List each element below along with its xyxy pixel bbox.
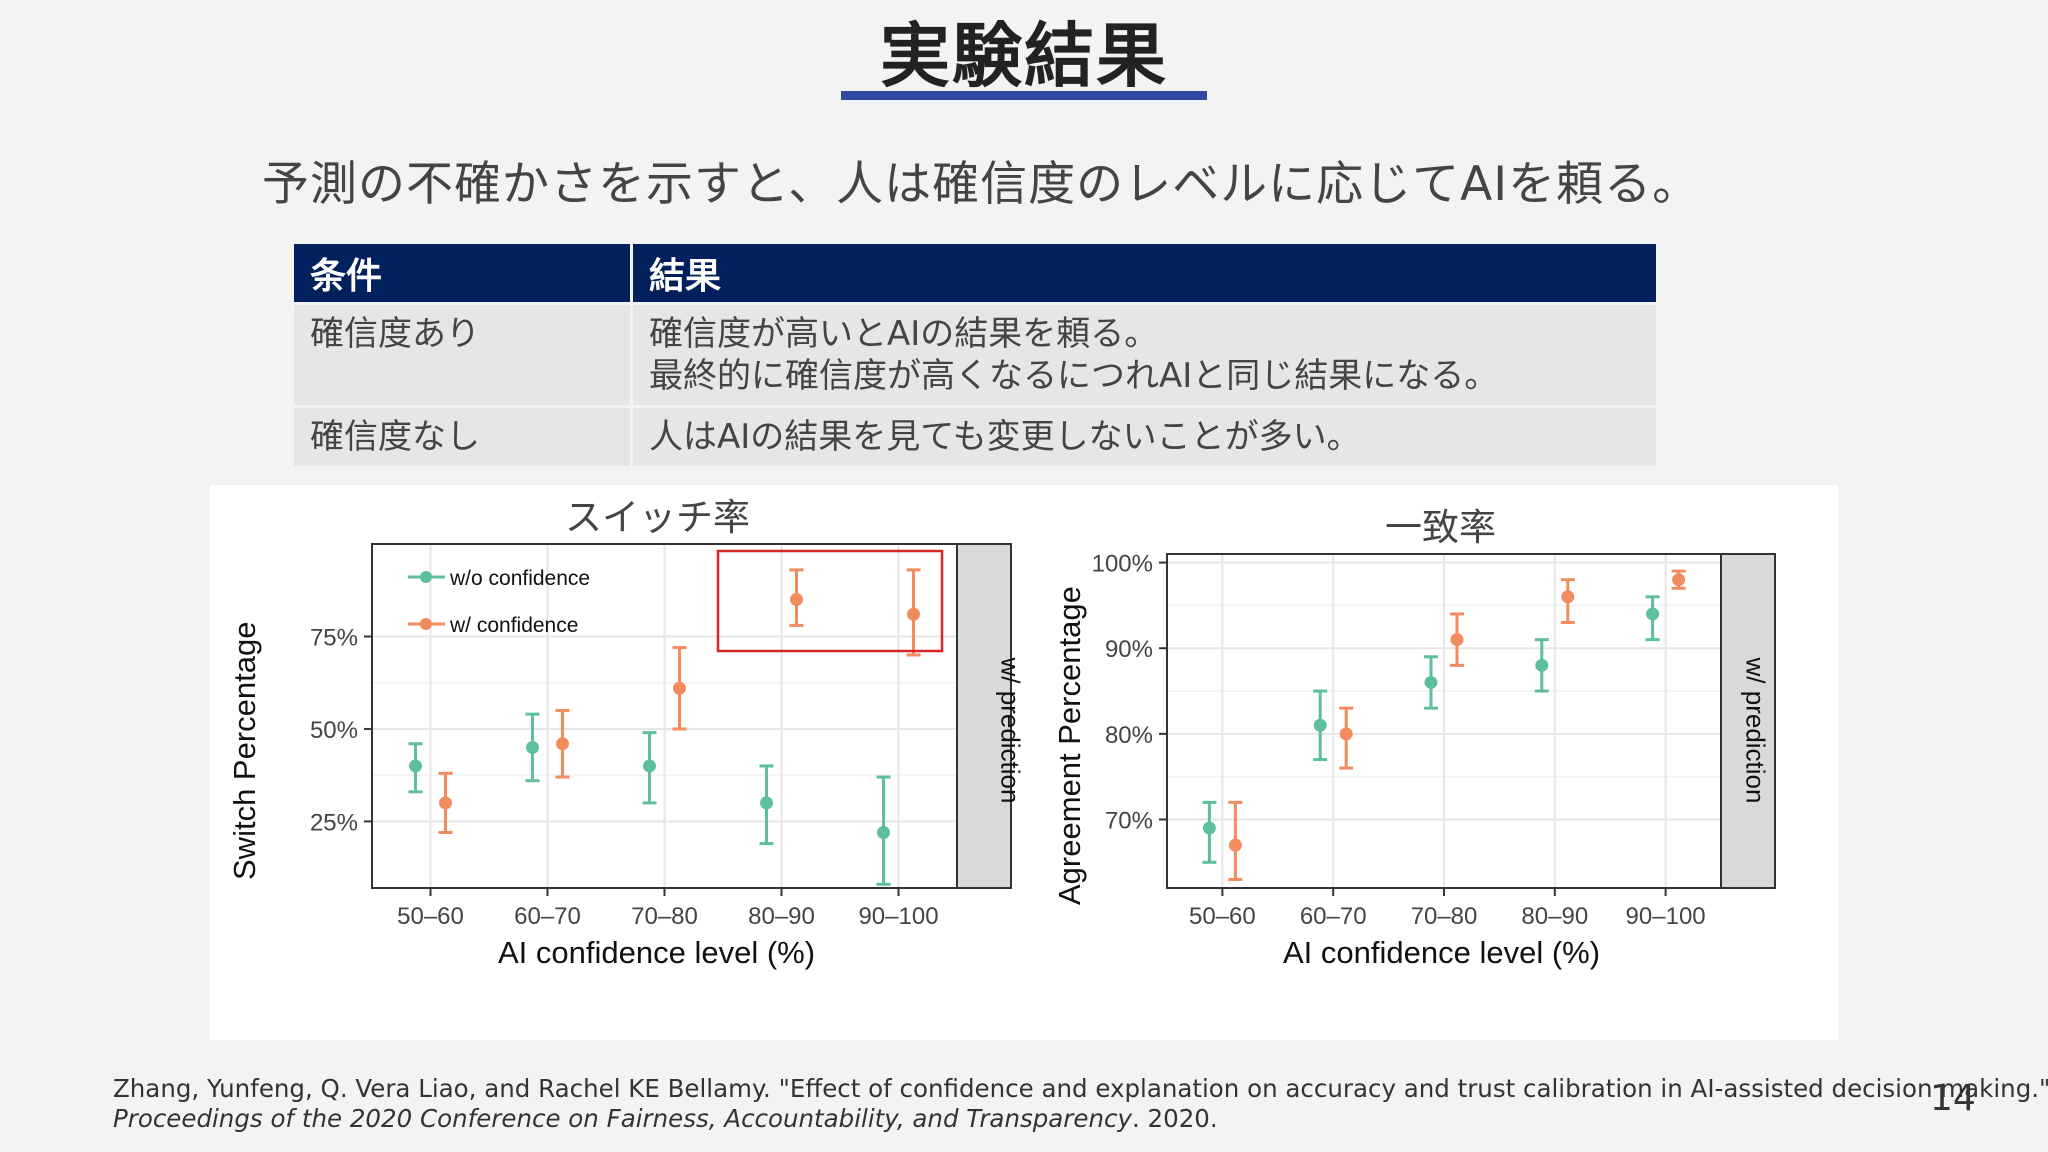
table-cell-result: 人はAIの結果を見ても変更しないことが多い。 <box>631 405 1659 466</box>
chart-switch: 25% 50% 75% 50–60 60–70 70–80 80–90 90–100 w/o c… <box>310 543 1012 930</box>
data-point <box>1450 633 1464 647</box>
highlight-box <box>716 549 944 653</box>
x-tick-label: 60–70 <box>1300 903 1367 930</box>
y-tick-label: 75% <box>310 624 358 651</box>
facet-strip <box>1720 553 1776 889</box>
data-point <box>1313 718 1327 732</box>
data-point <box>1646 607 1660 621</box>
x-tick-label: 90–100 <box>858 903 938 930</box>
citation-year: . 2020. <box>1131 1104 1218 1133</box>
data-point <box>526 740 539 754</box>
data-point <box>907 607 920 621</box>
table-header-condition: 条件 <box>294 244 633 304</box>
x-tick-label: 60–70 <box>514 903 581 930</box>
data-point <box>790 592 803 606</box>
x-tick-label: 70–80 <box>631 903 698 930</box>
citation-venue: Proceedings of the 2020 Conference on Fa… <box>113 1104 1132 1133</box>
x-tick-label: 80–90 <box>748 903 815 930</box>
data-point <box>556 737 569 751</box>
data-point <box>877 826 890 840</box>
data-point <box>673 681 686 695</box>
y-tick-label: 100% <box>1092 551 1153 578</box>
slide-title: 実験結果 <box>880 15 1168 97</box>
data-point <box>1339 727 1353 741</box>
legend-label: w/ confidence <box>449 614 578 637</box>
data-point <box>1228 838 1242 852</box>
data-point <box>409 759 422 773</box>
y-tick-label: 25% <box>310 809 358 836</box>
y-tick-label: 70% <box>1105 807 1153 834</box>
figure-panel: 25% 50% 75% 50–60 60–70 70–80 80–90 90–100 w/o c… <box>210 485 1838 1040</box>
legend-label: w/o confidence <box>449 567 590 590</box>
x-tick-label: 50–60 <box>397 903 464 930</box>
chart-agreement: 70% 80% 90% 100% 50–60 60–70 70–80 80–90 90–100 <box>1092 551 1776 930</box>
x-tick-label: 80–90 <box>1521 903 1588 930</box>
y-tick-label: 50% <box>310 717 358 744</box>
facet-strip-label-agreement: w/ prediction <box>1740 657 1771 804</box>
data-point <box>1672 573 1686 587</box>
x-tick-label: 50–60 <box>1189 903 1256 930</box>
result-line: 確信度が高いとAIの結果を頼る。 <box>649 314 1159 354</box>
plot-frame <box>371 543 958 889</box>
data-point <box>1202 821 1216 835</box>
y-tick-label: 80% <box>1105 722 1153 749</box>
result-line: 最終的に確信度が高くなるにつれAIと同じ結果になる。 <box>649 356 1499 396</box>
table-cell-result: 確信度が高いとAIの結果を頼る。 最終的に確信度が高くなるにつれAIと同じ結果に… <box>631 302 1659 407</box>
data-point <box>643 759 656 773</box>
chart-title-switch: スイッチ率 <box>565 496 750 539</box>
y-axis-title-agreement: Agreement Percentage <box>1052 586 1087 905</box>
table-row: 確信度あり 確信度が高いとAIの結果を頼る。 最終的に確信度が高くなるにつれAI… <box>294 302 1659 407</box>
y-tick-label: 90% <box>1105 636 1153 663</box>
plot-frame <box>1166 553 1722 889</box>
data-point <box>760 796 773 810</box>
title-underline <box>841 91 1207 100</box>
table-cell-condition: 確信度なし <box>294 405 633 466</box>
table-cell-condition: 確信度あり <box>294 302 633 407</box>
table-row: 確信度なし 人はAIの結果を見ても変更しないことが多い。 <box>294 405 1659 466</box>
table-header-row: 条件 結果 <box>294 244 1659 304</box>
x-tick-label: 90–100 <box>1626 903 1706 930</box>
page-number: 14 <box>1930 1078 1976 1119</box>
data-point <box>1535 658 1549 672</box>
table-header-result: 結果 <box>631 244 1659 304</box>
citation: Zhang, Yunfeng, Q. Vera Liao, and Rachel… <box>113 1074 2048 1134</box>
results-table: 条件 結果 確信度あり 確信度が高いとAIの結果を頼る。 最終的に確信度が高くな… <box>294 244 1659 466</box>
facet-strip <box>956 543 1012 889</box>
data-point <box>1561 590 1575 604</box>
y-axis-title-switch: Switch Percentage <box>227 621 262 880</box>
legend-marker <box>420 618 432 630</box>
legend-marker <box>420 571 432 583</box>
data-point <box>1424 675 1438 689</box>
data-point <box>439 796 452 810</box>
slide-subtitle: 予測の不確かさを示すと、人は確信度のレベルに応じてAIを頼る。 <box>262 157 1701 212</box>
chart-title-agreement: 一致率 <box>1385 506 1496 549</box>
x-tick-label: 70–80 <box>1411 903 1478 930</box>
citation-authors: Zhang, Yunfeng, Q. Vera Liao, and Rachel… <box>113 1074 2048 1103</box>
charts-svg: 25% 50% 75% 50–60 60–70 70–80 80–90 90–100 w/o c… <box>310 543 1776 930</box>
facet-strip-label-switch: w/ prediction <box>995 657 1026 804</box>
result-line: 人はAIの結果を見ても変更しないことが多い。 <box>649 417 1361 457</box>
x-axis-title-switch: AI confidence level (%) <box>498 935 816 970</box>
x-axis-title-agreement: AI confidence level (%) <box>1283 935 1601 970</box>
